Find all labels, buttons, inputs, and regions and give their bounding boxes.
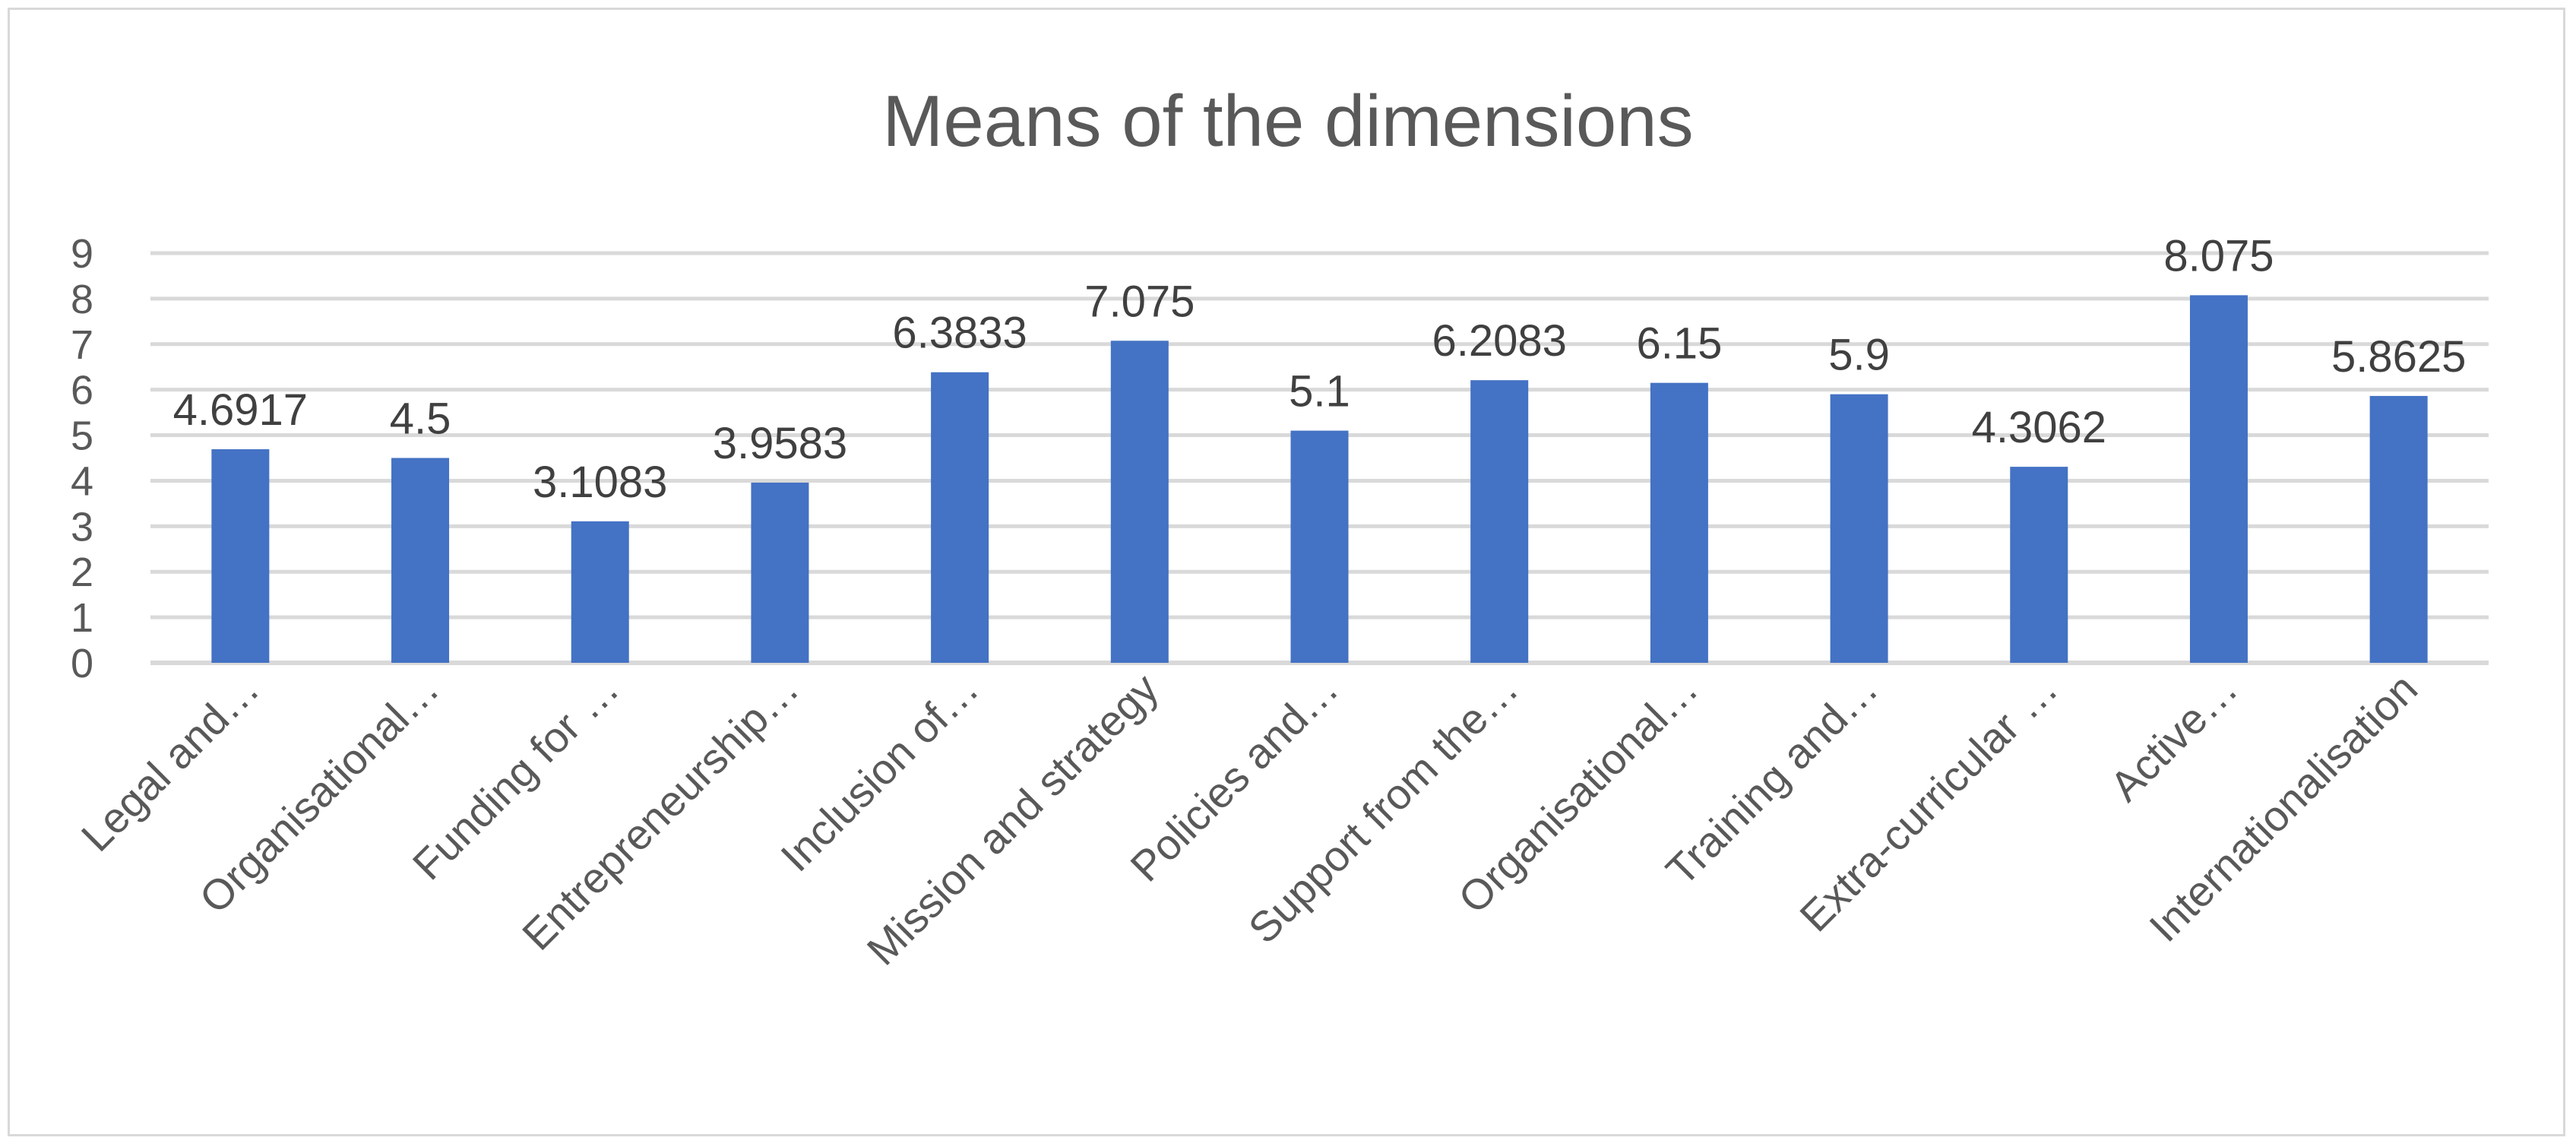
y-tick-label: 0 [71, 641, 93, 686]
data-label: 5.1 [1289, 367, 1350, 417]
data-label: 4.3062 [1972, 403, 2106, 452]
bar [1470, 380, 1529, 663]
chart-title: Means of the dimensions [882, 81, 1693, 162]
category-label: Active… [2100, 664, 2246, 810]
bar [391, 458, 450, 663]
data-label: 8.075 [2163, 231, 2274, 280]
y-tick-label: 1 [71, 595, 93, 641]
bar [211, 449, 270, 663]
y-tick-label: 7 [71, 322, 93, 368]
y-tick-label: 2 [71, 550, 93, 595]
data-labels: 4.6917 4.5 3.1083 3.9583 6.3833 7.075 5.1 6.208… [173, 231, 2467, 506]
y-tick-label: 6 [71, 368, 93, 413]
gridlines [150, 251, 2489, 665]
y-tick-label: 9 [71, 231, 93, 277]
data-label: 7.075 [1084, 277, 1195, 326]
bar [751, 482, 809, 663]
bar [1830, 394, 1888, 663]
bar [1110, 341, 1169, 663]
data-label: 4.5 [390, 394, 451, 444]
data-label: 6.3833 [892, 309, 1027, 358]
category-label: Mission and strategy [858, 664, 1168, 974]
bar [571, 521, 629, 663]
bar [931, 372, 989, 663]
data-label: 5.8625 [2331, 332, 2466, 382]
y-tick-label: 5 [71, 413, 93, 459]
data-label: 5.9 [1828, 331, 1890, 380]
data-label: 3.1083 [533, 458, 667, 507]
bars [211, 295, 2428, 663]
category-label: Legal and… [72, 664, 268, 860]
data-label: 3.9583 [713, 419, 847, 468]
bar [2010, 467, 2068, 663]
y-tick-label: 8 [71, 277, 93, 322]
data-label: 6.15 [1636, 319, 1722, 369]
y-tick-label: 3 [71, 504, 93, 550]
bar [2369, 395, 2428, 663]
bar [2189, 295, 2248, 663]
bar [1290, 430, 1349, 663]
y-tick-label: 4 [71, 458, 93, 504]
data-label: 6.2083 [1432, 316, 1566, 366]
data-label: 4.6917 [173, 385, 308, 435]
bar [1650, 382, 1708, 663]
category-labels: Legal and…Organisational…Funding for …En… [72, 664, 2426, 974]
